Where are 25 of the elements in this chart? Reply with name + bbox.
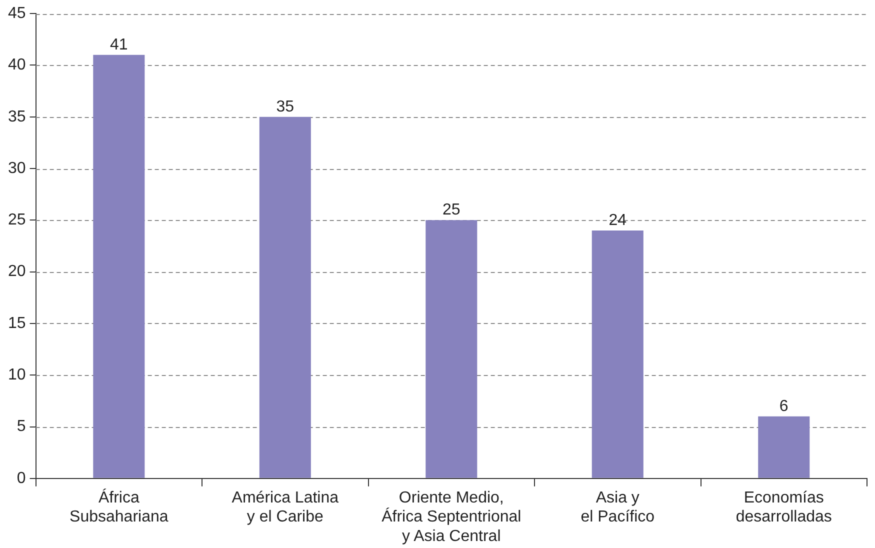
bar [426, 220, 478, 478]
y-tick-label: 15 [8, 314, 26, 332]
x-tick-label: América Latina y el Caribe [232, 489, 339, 526]
data-label: 24 [608, 212, 627, 229]
x-tick-label: Economías desarrolladas [736, 489, 832, 526]
y-tick-label: 0 [16, 470, 26, 487]
y-tick-label: 5 [16, 418, 26, 436]
y-tick-label: 45 [8, 5, 26, 22]
bar [93, 54, 145, 478]
y-tick-label: 40 [8, 56, 26, 74]
data-label: 35 [276, 98, 294, 116]
x-tick-label: África Subsahariana [70, 488, 168, 526]
y-tick-label: 25 [8, 212, 26, 229]
data-label: 25 [442, 202, 460, 219]
y-tick-label: 20 [8, 263, 26, 280]
bar [592, 230, 644, 478]
x-tick-label: Oriente Medio, África Septentrional y Asia Central [382, 489, 522, 545]
x-tick-label: Asia y el Pacífico [580, 489, 655, 526]
bar [259, 116, 311, 478]
y-tick-label: 10 [8, 366, 26, 384]
data-label: 6 [779, 398, 788, 415]
bar [758, 416, 810, 478]
y-tick-label: 35 [8, 108, 26, 126]
data-label: 41 [110, 36, 128, 54]
y-tick-label: 30 [8, 160, 26, 177]
